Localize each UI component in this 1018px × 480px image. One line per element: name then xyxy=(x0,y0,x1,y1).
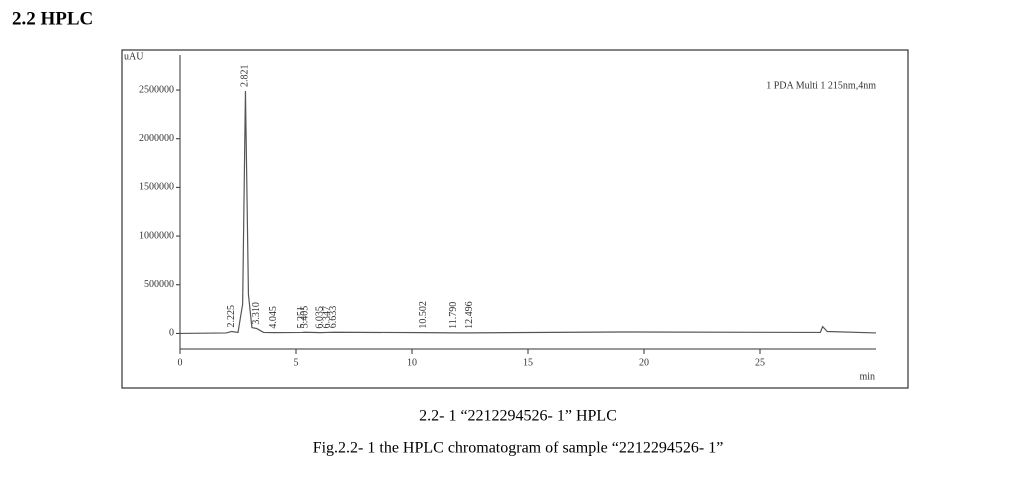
peak-label: 2.225 xyxy=(226,305,237,328)
peak-label: 4.045 xyxy=(268,306,279,329)
x-tick-label: 5 xyxy=(294,357,299,368)
peak-label: 3.310 xyxy=(251,302,262,325)
y-unit: uAU xyxy=(124,51,144,62)
x-tick-label: 20 xyxy=(639,357,649,368)
peak-label: 10.502 xyxy=(418,301,429,329)
y-tick-label: 0 xyxy=(169,328,174,339)
trace xyxy=(179,91,877,335)
peak-label: 6.035 xyxy=(314,306,325,329)
section-heading: 2.2 HPLC xyxy=(12,8,93,29)
y-tick-label: 2000000 xyxy=(139,133,174,144)
x-tick-label: 0 xyxy=(178,357,183,368)
peak-label: 11.790 xyxy=(448,302,459,329)
x-tick-label: 15 xyxy=(523,357,533,368)
peak-label: 5.251 xyxy=(296,306,307,329)
y-tick-label: 500000 xyxy=(144,279,174,290)
x-unit: min xyxy=(859,371,875,382)
caption: Fig.2.2- 1 the HPLC chromatogram of samp… xyxy=(313,440,724,457)
peak-label: 12.496 xyxy=(464,301,475,329)
peak-label: 2.821 xyxy=(240,65,251,88)
peak-label: 6.347 xyxy=(322,306,333,329)
y-tick-label: 2500000 xyxy=(139,84,174,95)
annotation: 1 PDA Multi 1 215nm,4nm xyxy=(766,80,876,91)
peak-label: 6.633 xyxy=(328,306,339,329)
chart-frame xyxy=(121,49,909,389)
x-tick-label: 10 xyxy=(407,357,417,368)
y-tick-label: 1000000 xyxy=(139,230,174,241)
x-tick-label: 25 xyxy=(755,357,765,368)
caption: 2.2- 1 “2212294526- 1” HPLC xyxy=(419,408,617,425)
y-tick-label: 1500000 xyxy=(139,182,174,193)
peak-label: 5.405 xyxy=(300,306,311,329)
